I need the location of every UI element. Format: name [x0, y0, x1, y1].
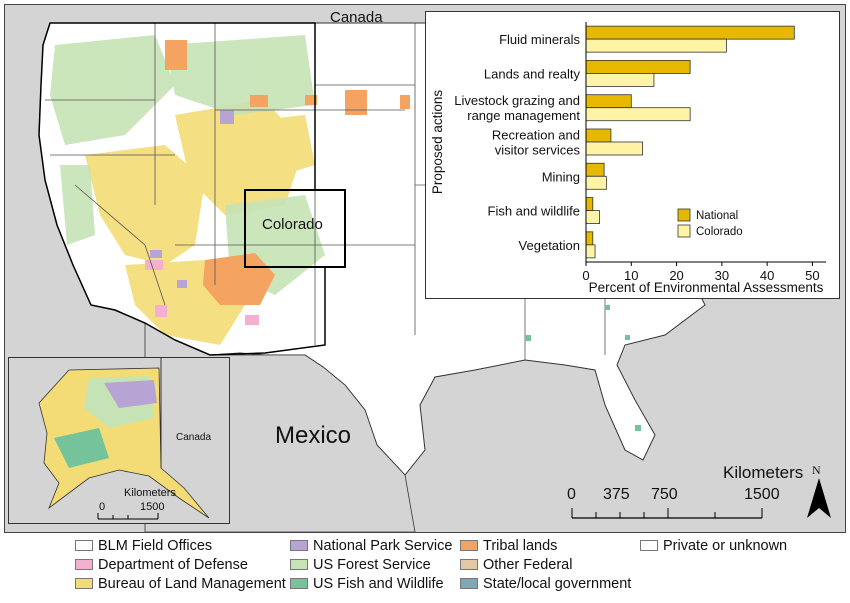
legend-label-us_forest_service: US Forest Service — [313, 556, 431, 573]
legend-item-private_or_unknown: Private or unknown — [640, 537, 787, 554]
legend-label-private_or_unknown: Private or unknown — [663, 537, 788, 554]
canada-label: Canada — [330, 9, 383, 26]
scale-tick-375: 375 — [603, 486, 630, 503]
legend-label-colorado: Colorado — [696, 226, 743, 238]
x-tick-label-40: 40 — [760, 268, 774, 283]
north-arrow-icon — [807, 478, 831, 518]
x-tick-label-50: 50 — [805, 268, 819, 283]
x-axis-label: Percent of Environmental Assessments — [589, 280, 824, 295]
inset-scale-tick-1: 1500 — [140, 501, 165, 513]
bar-colorado-1 — [585, 73, 655, 87]
x-tick-label-30: 30 — [715, 268, 729, 283]
scale-tick-750: 750 — [651, 486, 678, 503]
category-label-3: Recreation and — [492, 128, 580, 143]
legend-swatch-national — [677, 208, 691, 222]
legend-label-national_park_service: National Park Service — [313, 537, 453, 554]
category-label-3: visitor services — [495, 143, 581, 158]
forest-lands — [50, 35, 325, 295]
blm-region-outline — [38, 22, 346, 356]
legend-item-us_forest_service: US Forest Service — [290, 556, 431, 573]
colorado-label: Colorado — [262, 216, 323, 233]
bar-colorado-5 — [585, 210, 600, 224]
blm-lands — [85, 100, 315, 345]
inset-canada-label: Canada — [176, 432, 212, 443]
category-label-4: Mining — [542, 169, 580, 184]
legend-item-other_federal: Other Federal — [460, 556, 572, 573]
chart-panel: Fluid minerals Lands and realty Livestock … — [425, 11, 840, 299]
legend-item-tribal_lands: Tribal lands — [460, 537, 557, 554]
legend-item-bureau_of_land_management: Bureau of Land Management — [75, 575, 286, 592]
legend-item-state_local_government: State/local government — [460, 575, 631, 592]
legend-item-blm_field_offices: BLM Field Offices — [75, 537, 212, 554]
legend-swatch-colorado — [677, 224, 691, 238]
north-arrow-label: N — [812, 463, 821, 477]
legend-label-national: National — [696, 210, 738, 222]
inset-scale-tick-0: 0 — [99, 501, 106, 513]
legend-label-other_federal: Other Federal — [483, 556, 573, 573]
legend-swatch-tribal_lands — [460, 540, 478, 551]
alaska-park — [104, 380, 157, 408]
legend-item-us_fish_and_wildlife: US Fish and Wildlife — [290, 575, 444, 592]
bar-national-4 — [585, 162, 605, 177]
category-label-6: Vegetation — [519, 238, 580, 253]
bar-national-5 — [585, 197, 594, 211]
legend-label-state_local_government: State/local government — [483, 575, 632, 592]
mexico-label: Mexico — [275, 422, 352, 449]
bar-colorado-3 — [585, 141, 644, 156]
defense-lands — [145, 260, 259, 325]
scale-tick-1500: 1500 — [744, 486, 780, 503]
legend-swatch-state_local_government — [460, 578, 478, 589]
x-tick-label-0: 0 — [582, 268, 589, 283]
category-label-2: Livestock grazing and — [454, 93, 580, 108]
legend-item-department_of_defense: Department of Defense — [75, 556, 248, 573]
alaska-fws — [54, 428, 109, 468]
bar-national-6 — [585, 231, 594, 246]
legend-label-us_fish_and_wildlife: US Fish and Wildlife — [313, 575, 444, 592]
inset-scale-svg — [97, 513, 159, 520]
bar-national-2 — [585, 94, 632, 109]
legend-label-tribal_lands: Tribal lands — [483, 537, 558, 554]
legend-label-blm_field_offices: BLM Field Offices — [98, 537, 213, 554]
legend-swatch-other_federal — [460, 559, 478, 570]
scale-tick-0: 0 — [567, 486, 576, 503]
legend-swatch-us_fish_and_wildlife — [290, 578, 308, 589]
bar-national-0 — [585, 25, 795, 40]
alaska-inset — [8, 357, 230, 524]
scale-title: Kilometers — [723, 463, 804, 482]
category-label-1: Lands and realty — [484, 66, 581, 81]
legend-swatch-bureau_of_land_management — [75, 578, 93, 589]
x-tick-label-20: 20 — [669, 268, 683, 283]
y-axis-label: Proposed actions — [430, 90, 445, 195]
bar-colorado-4 — [585, 175, 607, 190]
legend-item-national_park_service: National Park Service — [290, 537, 452, 554]
legend-swatch-national_park_service — [290, 540, 308, 551]
legend-label-department_of_defense: Department of Defense — [98, 556, 248, 573]
alaska-inset-svg — [38, 358, 210, 519]
bar-colorado-6 — [585, 244, 596, 259]
legend: BLM Field Offices Department of Defense Bu… — [0, 535, 850, 603]
alaska-landmass — [38, 367, 210, 519]
legend-swatch-us_forest_service — [290, 559, 308, 570]
legend-swatch-private_or_unknown — [640, 540, 658, 551]
bar-chart: Fluid minerals Lands and realty Livestock … — [430, 22, 826, 295]
bar-colorado-2 — [585, 107, 691, 122]
category-label-2: range management — [467, 108, 580, 123]
bar-national-1 — [585, 60, 691, 74]
park-lands — [150, 110, 234, 288]
category-label-5: Fish and wildlife — [488, 204, 581, 219]
bar-colorado-0 — [585, 38, 727, 53]
x-tick-label-10: 10 — [624, 268, 638, 283]
scale-bar-svg — [571, 508, 763, 519]
map-svg — [5, 5, 845, 532]
legend-label-bureau_of_land_management: Bureau of Land Management — [98, 575, 286, 592]
bar-national-3 — [585, 128, 612, 143]
inset-scale-title: Kilometers — [124, 487, 176, 499]
category-label-0: Fluid minerals — [499, 32, 580, 47]
legend-swatch-blm_field_offices — [75, 540, 93, 551]
legend-swatch-department_of_defense — [75, 559, 93, 570]
